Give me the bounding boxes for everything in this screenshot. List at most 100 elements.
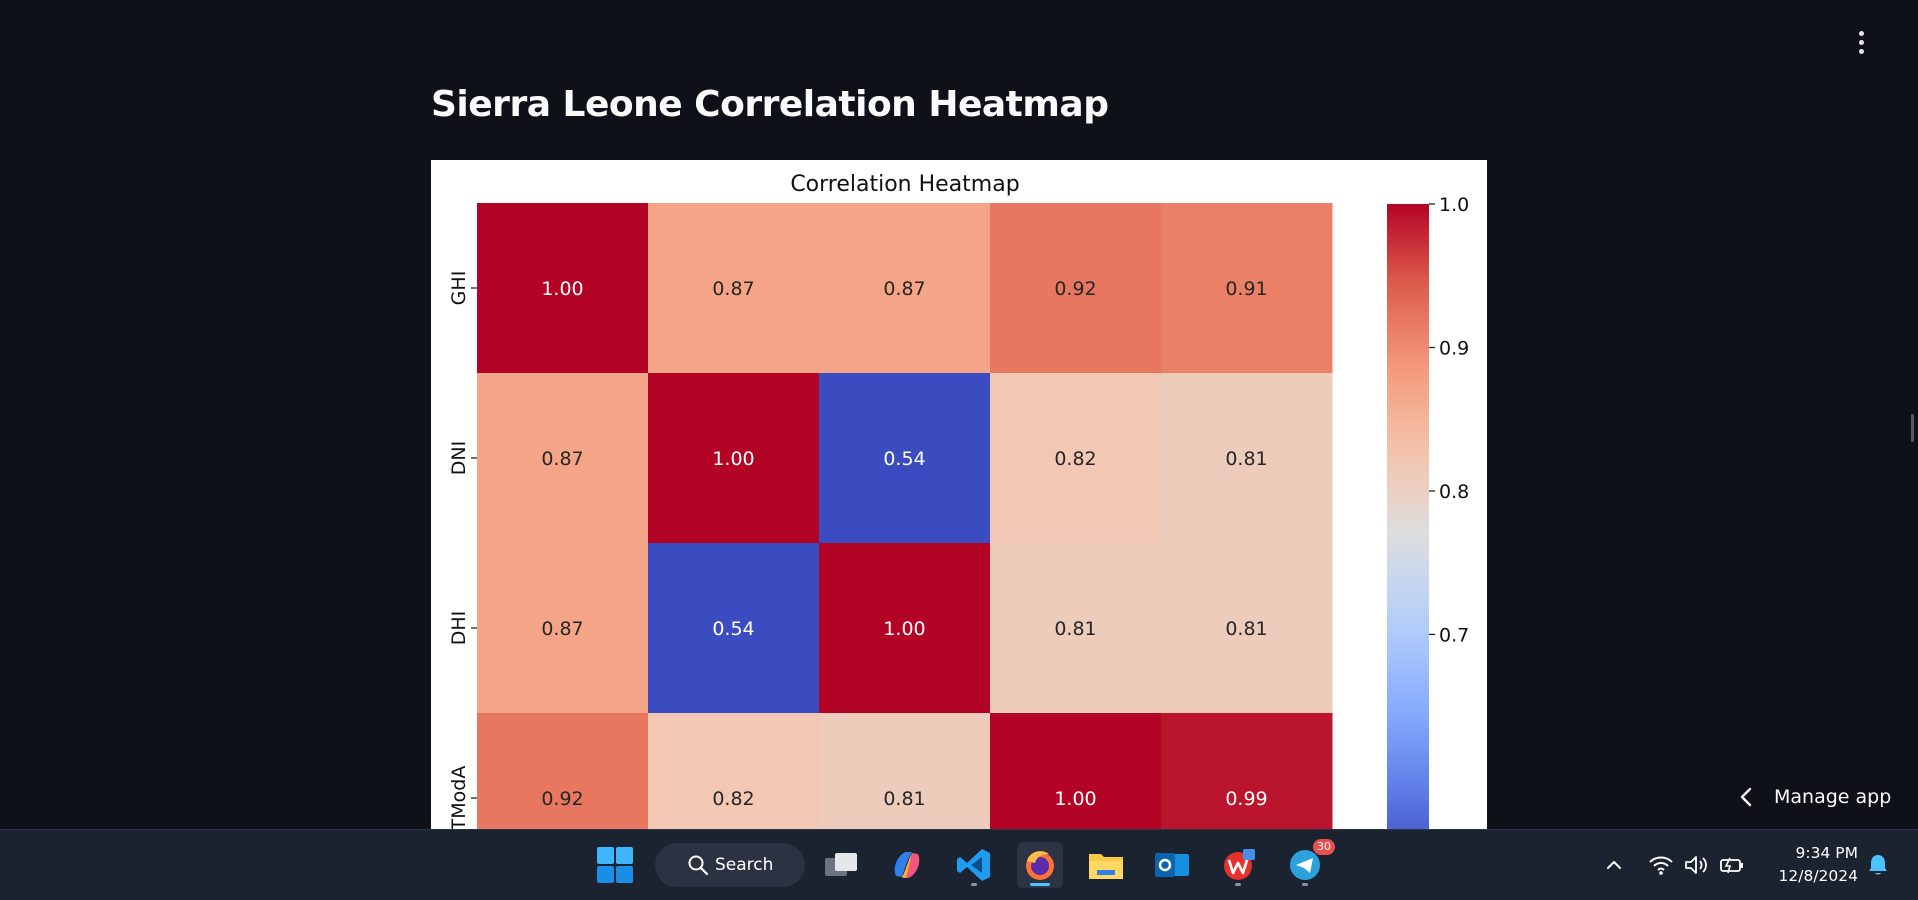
cell-value-label: 0.91 <box>1225 278 1267 300</box>
telegram-button[interactable]: 30 <box>1282 839 1335 888</box>
search-label: Search <box>715 855 774 875</box>
row-label: DHI <box>448 611 470 646</box>
show-hidden-icons-button[interactable] <box>1600 850 1628 880</box>
cell-value-label: 0.92 <box>541 788 583 810</box>
kebab-dot-icon <box>1859 31 1864 36</box>
running-indicator <box>1235 883 1241 886</box>
cell-value-label: 1.00 <box>883 618 925 640</box>
page-title: Sierra Leone Correlation Heatmap <box>431 84 1109 125</box>
volume-button[interactable] <box>1682 850 1710 880</box>
row-label: TModA <box>448 766 470 829</box>
kebab-dot-icon <box>1859 49 1864 54</box>
heatmap-cell <box>477 543 649 714</box>
heatmap-cell <box>819 203 991 374</box>
cell-value-label: 0.81 <box>883 788 925 810</box>
running-indicator <box>1302 883 1308 886</box>
kebab-dot-icon <box>1859 40 1864 45</box>
heatmap-cell <box>648 543 820 714</box>
clock-date: 12/8/2024 <box>1778 867 1858 885</box>
battery-button[interactable] <box>1718 850 1746 880</box>
row-label: DNI <box>448 441 470 475</box>
windows-taskbar: Search <box>0 829 1918 900</box>
wps-office-button[interactable] <box>1215 842 1261 888</box>
start-button[interactable] <box>592 842 638 888</box>
cell-value-label: 0.87 <box>541 448 583 470</box>
bell-icon <box>1869 855 1887 875</box>
taskbar-search[interactable]: Search <box>655 843 805 887</box>
system-clock[interactable]: 9:34 PM 12/8/2024 <box>1764 842 1858 888</box>
chevron-up-icon <box>1607 861 1621 869</box>
notifications-button[interactable] <box>1864 850 1892 880</box>
firefox-icon <box>1026 851 1054 880</box>
heatmap-cell <box>819 543 991 714</box>
colorbar <box>1387 204 1429 829</box>
clock-time: 9:34 PM <box>1795 844 1858 862</box>
manage-app-label: Manage app <box>1774 786 1892 808</box>
notification-badge: 30 <box>1313 839 1335 855</box>
heatmap-cell <box>648 713 820 829</box>
page-scrollbar-thumb[interactable] <box>1911 414 1914 442</box>
heatmap-cells: 1.00 0.87 0.87 0.92 0.91 0.87 1.00 0.54 0.82 0.81… <box>477 203 1333 829</box>
task-view-icon <box>825 853 857 876</box>
heatmap-cell <box>1161 713 1333 829</box>
cell-value-label: 1.00 <box>712 448 754 470</box>
colorbar-tick-label: 1.0 <box>1439 194 1469 216</box>
folder-icon <box>1089 854 1123 879</box>
cell-value-label: 0.82 <box>712 788 754 810</box>
cell-value-label: 0.87 <box>712 278 754 300</box>
copilot-icon <box>894 852 920 878</box>
vscode-button[interactable] <box>951 842 997 888</box>
wifi-button[interactable] <box>1647 850 1675 880</box>
cell-value-label: 0.54 <box>712 618 754 640</box>
heatmap-cell <box>648 373 820 544</box>
cell-value-label: 0.81 <box>1225 448 1267 470</box>
colorbar-tick-label: 0.9 <box>1439 337 1469 359</box>
heatmap-cell <box>477 713 649 829</box>
battery-charging-icon <box>1720 857 1743 874</box>
main-menu-button[interactable] <box>1852 30 1870 56</box>
speaker-icon <box>1685 856 1707 874</box>
firefox-button[interactable] <box>1017 842 1063 888</box>
wifi-icon <box>1649 856 1673 875</box>
running-indicator <box>971 883 977 886</box>
colorbar-tick-label: 0.8 <box>1439 481 1469 503</box>
wps-office-icon <box>1224 849 1255 880</box>
cell-value-label: 0.87 <box>541 618 583 640</box>
chevron-left-icon <box>1740 787 1752 807</box>
heatmap-cell <box>477 373 649 544</box>
heatmap-cell <box>1161 203 1333 374</box>
telegram-icon <box>1290 850 1320 880</box>
heatmap-cell <box>1161 543 1333 714</box>
cell-value-label: 0.92 <box>1054 278 1096 300</box>
heatmap-cell <box>990 543 1162 714</box>
heatmap-cell <box>819 373 991 544</box>
heatmap-cell <box>648 203 820 374</box>
heatmap-chart: Correlation Heatmap 1.00 0.87 0.87 0.92 0.91… <box>448 172 1469 829</box>
windows-logo-icon <box>597 847 633 883</box>
vscode-icon <box>957 849 990 881</box>
heatmap-cell <box>1161 373 1333 544</box>
cell-value-label: 0.81 <box>1054 618 1096 640</box>
cell-value-label: 1.00 <box>1054 788 1096 810</box>
file-explorer-button[interactable] <box>1083 842 1129 888</box>
cell-value-label: 0.54 <box>883 448 925 470</box>
streamlit-app: Sierra Leone Correlation Heatmap Correla… <box>431 30 1914 829</box>
heatmap-cell <box>477 203 649 374</box>
row-labels: GHI DNI DHI TModA <box>448 271 477 829</box>
active-indicator <box>1030 883 1050 886</box>
heatmap-cell <box>990 203 1162 374</box>
cell-value-label: 0.82 <box>1054 448 1096 470</box>
search-icon <box>688 855 709 876</box>
copilot-button[interactable] <box>884 842 930 888</box>
outlook-icon <box>1155 853 1189 877</box>
cell-value-label: 0.87 <box>883 278 925 300</box>
task-view-button[interactable] <box>819 842 865 888</box>
heatmap-figure: Correlation Heatmap 1.00 0.87 0.87 0.92 0.91… <box>431 160 1487 829</box>
cell-value-label: 0.99 <box>1225 788 1267 810</box>
row-label: GHI <box>448 271 470 306</box>
colorbar-ticks: 1.0 0.9 0.8 0.7 <box>1429 194 1469 646</box>
manage-app-button[interactable]: Manage app <box>1732 782 1891 812</box>
heatmap-cell <box>819 713 991 829</box>
cell-value-label: 0.81 <box>1225 618 1267 640</box>
outlook-button[interactable] <box>1149 842 1195 888</box>
